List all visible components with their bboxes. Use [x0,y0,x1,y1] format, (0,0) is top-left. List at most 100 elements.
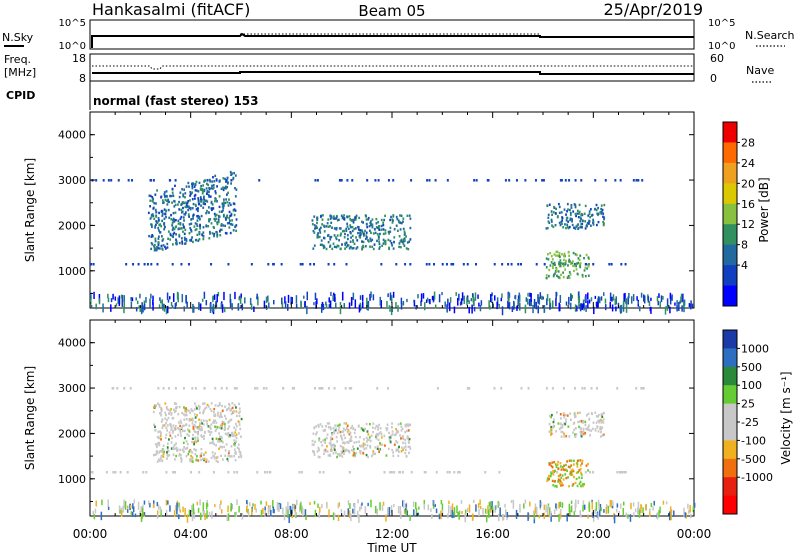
noise-cell [123,295,125,303]
echo-cell [153,217,156,221]
echo-cell [198,215,201,219]
noise-cell [658,510,660,518]
noise-cell [460,499,463,504]
echo-cell [577,223,580,226]
range-gate-cell [410,470,413,474]
noise-cell [424,302,426,311]
noise-cell [256,293,258,300]
noise-cell [197,507,200,513]
noise-cell [313,302,315,306]
noise-cell [627,514,629,519]
echo-cell [588,222,590,225]
noise-cell [343,303,346,308]
range-gate-cell [619,179,622,182]
echo-cell [171,191,174,194]
velocity-data-layer [91,387,696,524]
echo-cell [560,468,563,471]
echo-cell [200,204,202,207]
echo-cell [398,450,400,454]
echo-cell [378,423,381,427]
echo-cell [592,218,595,222]
echo-cell [580,471,582,475]
echo-cell [155,202,157,205]
echo-cell [191,182,193,186]
echo-cell [580,222,583,226]
echo-cell [400,429,403,432]
noise-cell [605,506,608,514]
echo-cell [555,267,558,271]
echo-cell [601,420,604,423]
echo-cell [198,231,201,234]
echo-cell [346,215,348,218]
echo-cell [234,225,237,228]
echo-cell [160,454,163,458]
echo-cell [390,215,392,219]
range-gate-cell [111,387,114,390]
echo-cell [212,441,214,444]
echo-cell [571,468,574,471]
echo-cell [378,225,380,228]
echo-cell [602,215,604,219]
noise-cell [609,292,612,301]
echo-cell [361,444,364,447]
echo-cell [216,185,218,188]
echo-cell [330,221,333,224]
echo-cell [159,432,162,436]
echo-cell [573,269,575,273]
range-gate-cell [466,387,469,390]
echo-cell [583,483,586,486]
echo-cell [218,403,221,407]
echo-cell [549,462,552,465]
echo-cell [369,245,371,248]
range-gate-cell [227,262,230,266]
echo-cell [352,447,355,451]
echo-cell [233,448,236,451]
echo-cell [221,404,223,408]
echo-cell [200,452,203,455]
echo-cell [342,427,345,430]
echo-cell [398,235,401,238]
echo-cell [161,210,164,213]
colorbar-tick-label: 25 [741,398,755,411]
range-gate-cell [610,262,613,266]
echo-cell [553,273,555,276]
echo-cell [191,185,194,188]
echo-cell [219,228,222,232]
echo-cell [554,223,557,227]
noise-cell [182,506,184,513]
noise-cell [529,501,531,507]
echo-cell [361,230,364,234]
echo-cell [197,427,200,431]
noise-cell [350,297,353,306]
echo-cell [178,195,181,199]
echo-cell [172,194,174,197]
range-gate-cell [623,470,626,474]
noise-cell [389,306,391,312]
echo-cell [196,219,199,222]
noise-cell [349,503,351,509]
echo-cell [331,247,334,251]
echo-cell [178,208,181,211]
echo-cell [234,444,236,447]
echo-cell [193,225,196,228]
noise-cell [580,513,582,518]
noise-cell [196,501,199,506]
echo-cell [193,185,196,188]
echo-cell [174,425,177,428]
noise-cell [532,304,534,314]
noise-cell [188,509,191,517]
echo-cell [215,217,218,220]
noise-cell [642,507,644,514]
echo-cell [333,215,335,218]
echo-cell [213,212,216,216]
echo-cell [561,216,564,220]
echo-cell [232,202,235,205]
echo-cell [319,226,322,229]
noise-cell [165,306,168,315]
echo-cell [184,205,187,209]
echo-cell [545,274,548,277]
echo-cell [552,225,555,229]
noise-cell [598,508,601,517]
noise-cell [131,297,134,302]
echo-cell [178,421,180,424]
